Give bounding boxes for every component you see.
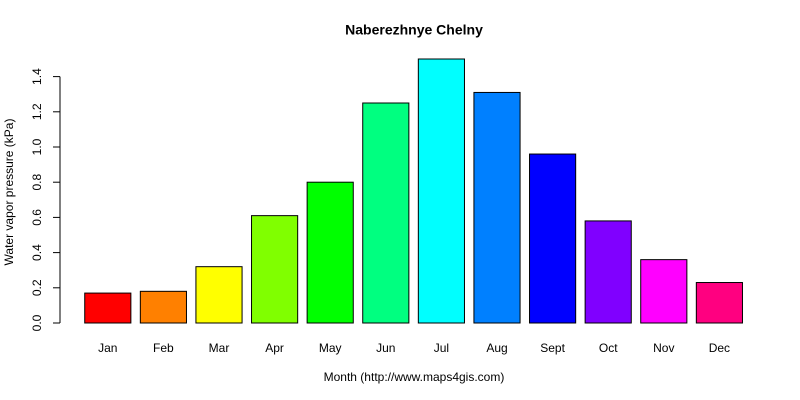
bar bbox=[473, 91, 521, 324]
x-tick-label: Dec bbox=[709, 341, 730, 355]
y-tick-label: 0.8 bbox=[30, 174, 44, 191]
x-tick-label: Sept bbox=[540, 341, 565, 355]
y-tick-label: 1.2 bbox=[30, 103, 44, 120]
x-axis-title: Month (http://www.maps4gis.com) bbox=[324, 370, 505, 384]
x-tick-label: Jan bbox=[98, 341, 117, 355]
y-tick-label: 0.0 bbox=[30, 314, 44, 331]
x-tick-label: May bbox=[319, 341, 342, 355]
x-tick-label: Jun bbox=[376, 341, 395, 355]
bar bbox=[529, 153, 577, 324]
y-tick-label: 0.4 bbox=[30, 244, 44, 261]
x-tick-label: Nov bbox=[653, 341, 674, 355]
x-tick-label: Apr bbox=[265, 341, 284, 355]
bar bbox=[362, 102, 410, 324]
x-tick-label: Aug bbox=[486, 341, 507, 355]
y-tick-label: 0.2 bbox=[30, 279, 44, 296]
y-tick-label: 1.0 bbox=[30, 138, 44, 155]
y-axis-title: Water vapor pressure (kPa) bbox=[2, 119, 16, 266]
x-tick-label: Mar bbox=[209, 341, 230, 355]
bar bbox=[251, 215, 299, 324]
bar bbox=[640, 259, 688, 324]
x-tick-label: Jul bbox=[434, 341, 449, 355]
bar bbox=[195, 266, 243, 324]
x-tick-label: Oct bbox=[599, 341, 618, 355]
chart-title: Naberezhnye Chelny bbox=[345, 22, 483, 38]
bar bbox=[584, 220, 632, 324]
bar bbox=[695, 282, 743, 324]
bar bbox=[84, 292, 132, 324]
bar bbox=[306, 181, 354, 324]
y-tick-label: 1.4 bbox=[30, 68, 44, 85]
bar bbox=[417, 58, 465, 324]
x-tick-label: Feb bbox=[153, 341, 174, 355]
bar bbox=[139, 290, 187, 324]
y-tick-label: 0.6 bbox=[30, 209, 44, 226]
